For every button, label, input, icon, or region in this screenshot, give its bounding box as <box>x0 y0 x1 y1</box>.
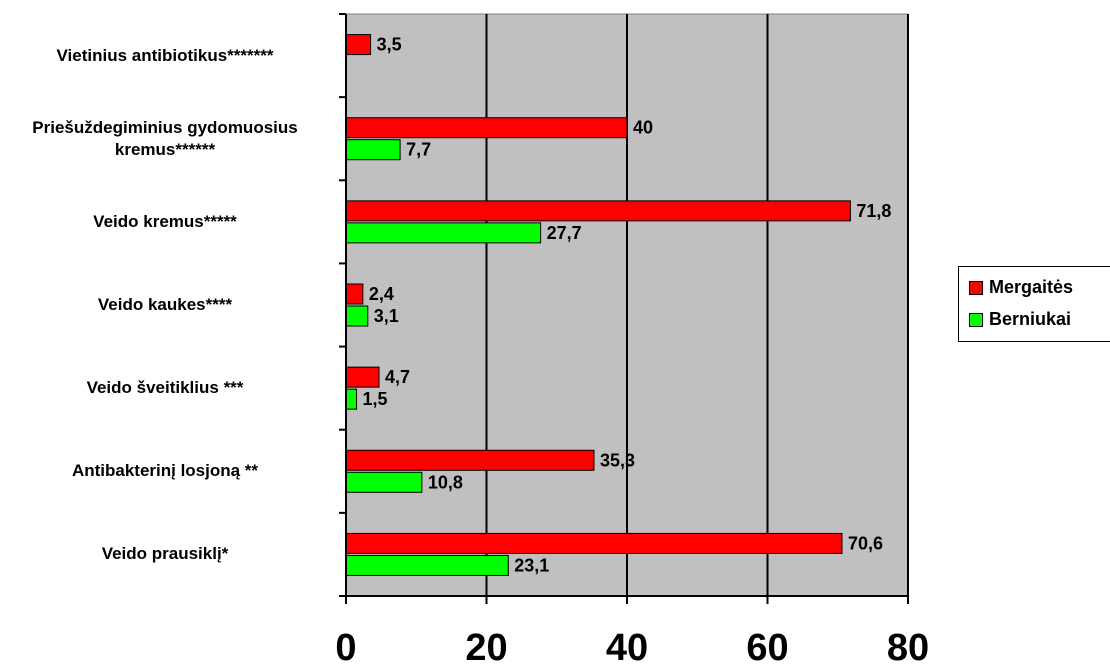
legend-item-mergaites: Mergaitės <box>969 277 1073 298</box>
legend-swatch-berniukai <box>969 312 983 327</box>
data-label: 40 <box>633 118 653 138</box>
legend-label-berniukai: Berniukai <box>989 309 1072 329</box>
data-labels: 3,5 40 7,7 71,8 27,7 2,43,1 4,71,5 35,3 10,8 70,6… <box>363 35 892 576</box>
bar-berniukai <box>345 305 369 327</box>
data-label: 1,5 <box>363 389 388 409</box>
x-tick-label: 0 <box>335 627 356 668</box>
data-label: 10,8 <box>428 472 463 492</box>
data-label: 35,3 <box>600 450 635 470</box>
data-label: 23,1 <box>514 555 549 575</box>
bar-berniukai <box>345 554 509 576</box>
x-tick-label: 40 <box>606 627 648 668</box>
category-label: Antibakterinį losjoną ** <box>71 461 259 481</box>
bar-berniukai <box>345 388 358 410</box>
x-tick-label: 60 <box>746 627 788 668</box>
x-tick-label: 80 <box>887 627 929 668</box>
x-tick-labels: 0 20 40 60 80 <box>335 627 929 668</box>
category-label: Priešuždegiminius gydomuosius kremus*****… <box>32 117 298 159</box>
bar-mergaites <box>345 532 843 554</box>
bar-berniukai <box>345 222 542 244</box>
bar-berniukai <box>345 471 423 493</box>
data-label: 70,6 <box>848 533 883 553</box>
category-label: Veido prausiklį* <box>101 544 229 564</box>
bar-mergaites <box>345 449 595 471</box>
data-label: 7,7 <box>406 140 431 160</box>
bar-mergaites <box>345 283 364 305</box>
legend: Mergaitės Berniukai <box>958 266 1110 342</box>
data-label: 3,1 <box>374 306 399 326</box>
data-label: 71,8 <box>856 201 891 221</box>
category-label: Vietinius antibiotikus******* <box>56 45 274 65</box>
data-label: 3,5 <box>377 35 402 55</box>
x-tick-label: 20 <box>465 627 507 668</box>
gridlines <box>485 14 909 596</box>
legend-swatch-mergaites <box>969 280 983 295</box>
bar-mergaites <box>345 366 380 388</box>
axes <box>339 13 909 604</box>
category-label: Veido šveitiklius *** <box>86 378 244 398</box>
legend-label-mergaites: Mergaitės <box>989 277 1074 297</box>
category-label: Veido kremus***** <box>93 211 237 231</box>
category-label: Veido kaukes**** <box>97 295 233 314</box>
legend-item-berniukai: Berniukai <box>969 309 1071 330</box>
data-label: 27,7 <box>547 223 582 243</box>
bars <box>345 34 851 576</box>
bar-berniukai <box>345 139 401 161</box>
data-label: 4,7 <box>385 367 410 387</box>
data-label: 2,4 <box>369 284 394 304</box>
bar-mergaites <box>345 200 851 222</box>
bar-mergaites <box>345 117 628 139</box>
bar-mergaites <box>345 34 372 56</box>
